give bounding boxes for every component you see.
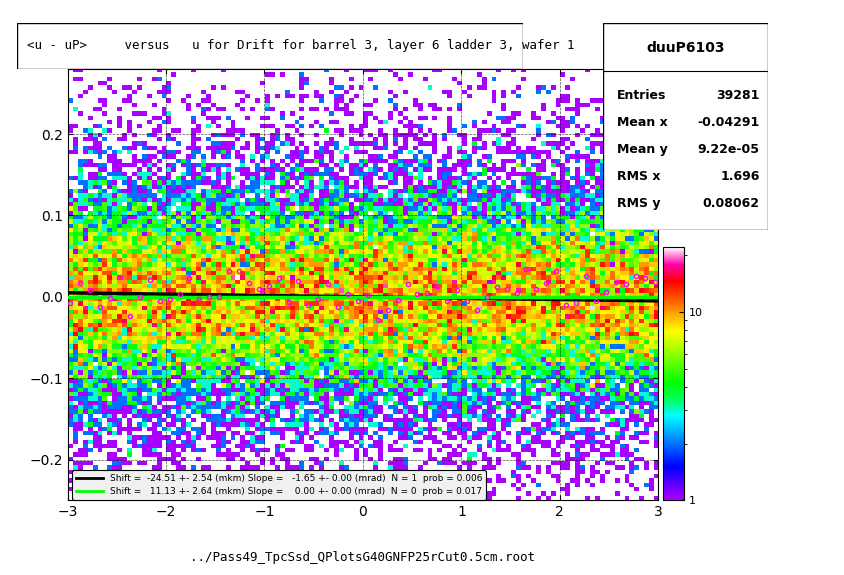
Text: <u - uP>     versus   u for Drift for barrel 3, layer 6 ladder 3, wafer 1: <u - uP> versus u for Drift for barrel 3… bbox=[27, 40, 575, 52]
Text: RMS y: RMS y bbox=[617, 197, 660, 210]
Text: Mean x: Mean x bbox=[617, 116, 668, 129]
Text: Entries: Entries bbox=[617, 89, 666, 102]
Text: -0.04291: -0.04291 bbox=[697, 116, 760, 129]
Text: Mean y: Mean y bbox=[617, 143, 668, 156]
Text: RMS x: RMS x bbox=[617, 170, 660, 183]
FancyBboxPatch shape bbox=[603, 23, 768, 230]
Legend: Shift =  -24.51 +- 2.54 (mkm) Slope =   -1.65 +- 0.00 (mrad)  N = 1  prob = 0.00: Shift = -24.51 +- 2.54 (mkm) Slope = -1.… bbox=[72, 470, 486, 500]
Text: duuP6103: duuP6103 bbox=[647, 41, 725, 55]
Text: ../Pass49_TpcSsd_QPlotsG40GNFP25rCut0.5cm.root: ../Pass49_TpcSsd_QPlotsG40GNFP25rCut0.5c… bbox=[191, 550, 535, 564]
Text: 1.696: 1.696 bbox=[721, 170, 760, 183]
FancyBboxPatch shape bbox=[17, 23, 523, 69]
Text: 39281: 39281 bbox=[717, 89, 760, 102]
Text: 9.22e-05: 9.22e-05 bbox=[698, 143, 760, 156]
Text: 0.08062: 0.08062 bbox=[703, 197, 760, 210]
